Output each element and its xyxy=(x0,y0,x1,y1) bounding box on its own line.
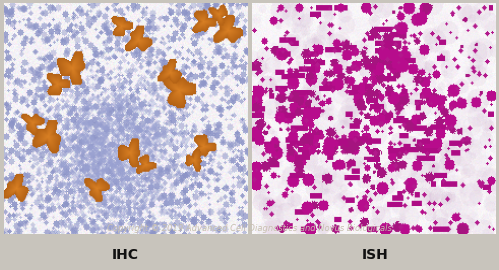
Text: Copyright © 2019 Advanced Cell Diagnostics and Novus Biologicals: Copyright © 2019 Advanced Cell Diagnosti… xyxy=(107,224,392,233)
Text: IHC: IHC xyxy=(112,248,139,262)
Text: ISH: ISH xyxy=(362,248,389,262)
